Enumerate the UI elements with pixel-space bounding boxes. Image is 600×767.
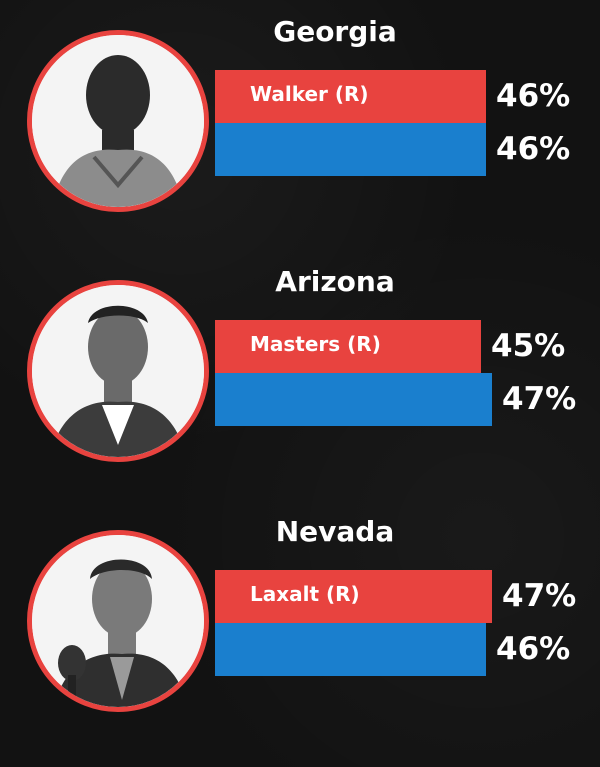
republican-percent: 45% bbox=[491, 328, 566, 364]
candidate-photo-icon bbox=[27, 30, 209, 212]
georgia-race: Georgia Walker (R) 46% 46% bbox=[0, 0, 600, 230]
democrat-bar bbox=[215, 123, 486, 176]
republican-candidate-label: Walker (R) bbox=[250, 82, 369, 106]
candidate-photo-icon bbox=[27, 280, 209, 462]
democrat-bar bbox=[215, 373, 492, 426]
republican-percent: 46% bbox=[496, 78, 571, 114]
state-title: Arizona bbox=[275, 265, 395, 298]
state-title: Nevada bbox=[275, 515, 395, 548]
candidate-photo-icon bbox=[27, 530, 209, 712]
republican-bar bbox=[215, 320, 481, 373]
democrat-percent: 46% bbox=[496, 631, 571, 667]
republican-percent: 47% bbox=[502, 578, 577, 614]
nevada-race: Nevada Laxalt (R) 47% 46% bbox=[0, 500, 600, 730]
republican-candidate-label: Laxalt (R) bbox=[250, 582, 360, 606]
democrat-bar bbox=[215, 623, 486, 676]
republican-bar bbox=[215, 70, 486, 123]
arizona-race: Arizona Masters (R) 45% 47% bbox=[0, 250, 600, 480]
democrat-percent: 47% bbox=[502, 381, 577, 417]
republican-bar bbox=[215, 570, 492, 623]
democrat-percent: 46% bbox=[496, 131, 571, 167]
republican-candidate-label: Masters (R) bbox=[250, 332, 381, 356]
state-title: Georgia bbox=[273, 15, 397, 48]
